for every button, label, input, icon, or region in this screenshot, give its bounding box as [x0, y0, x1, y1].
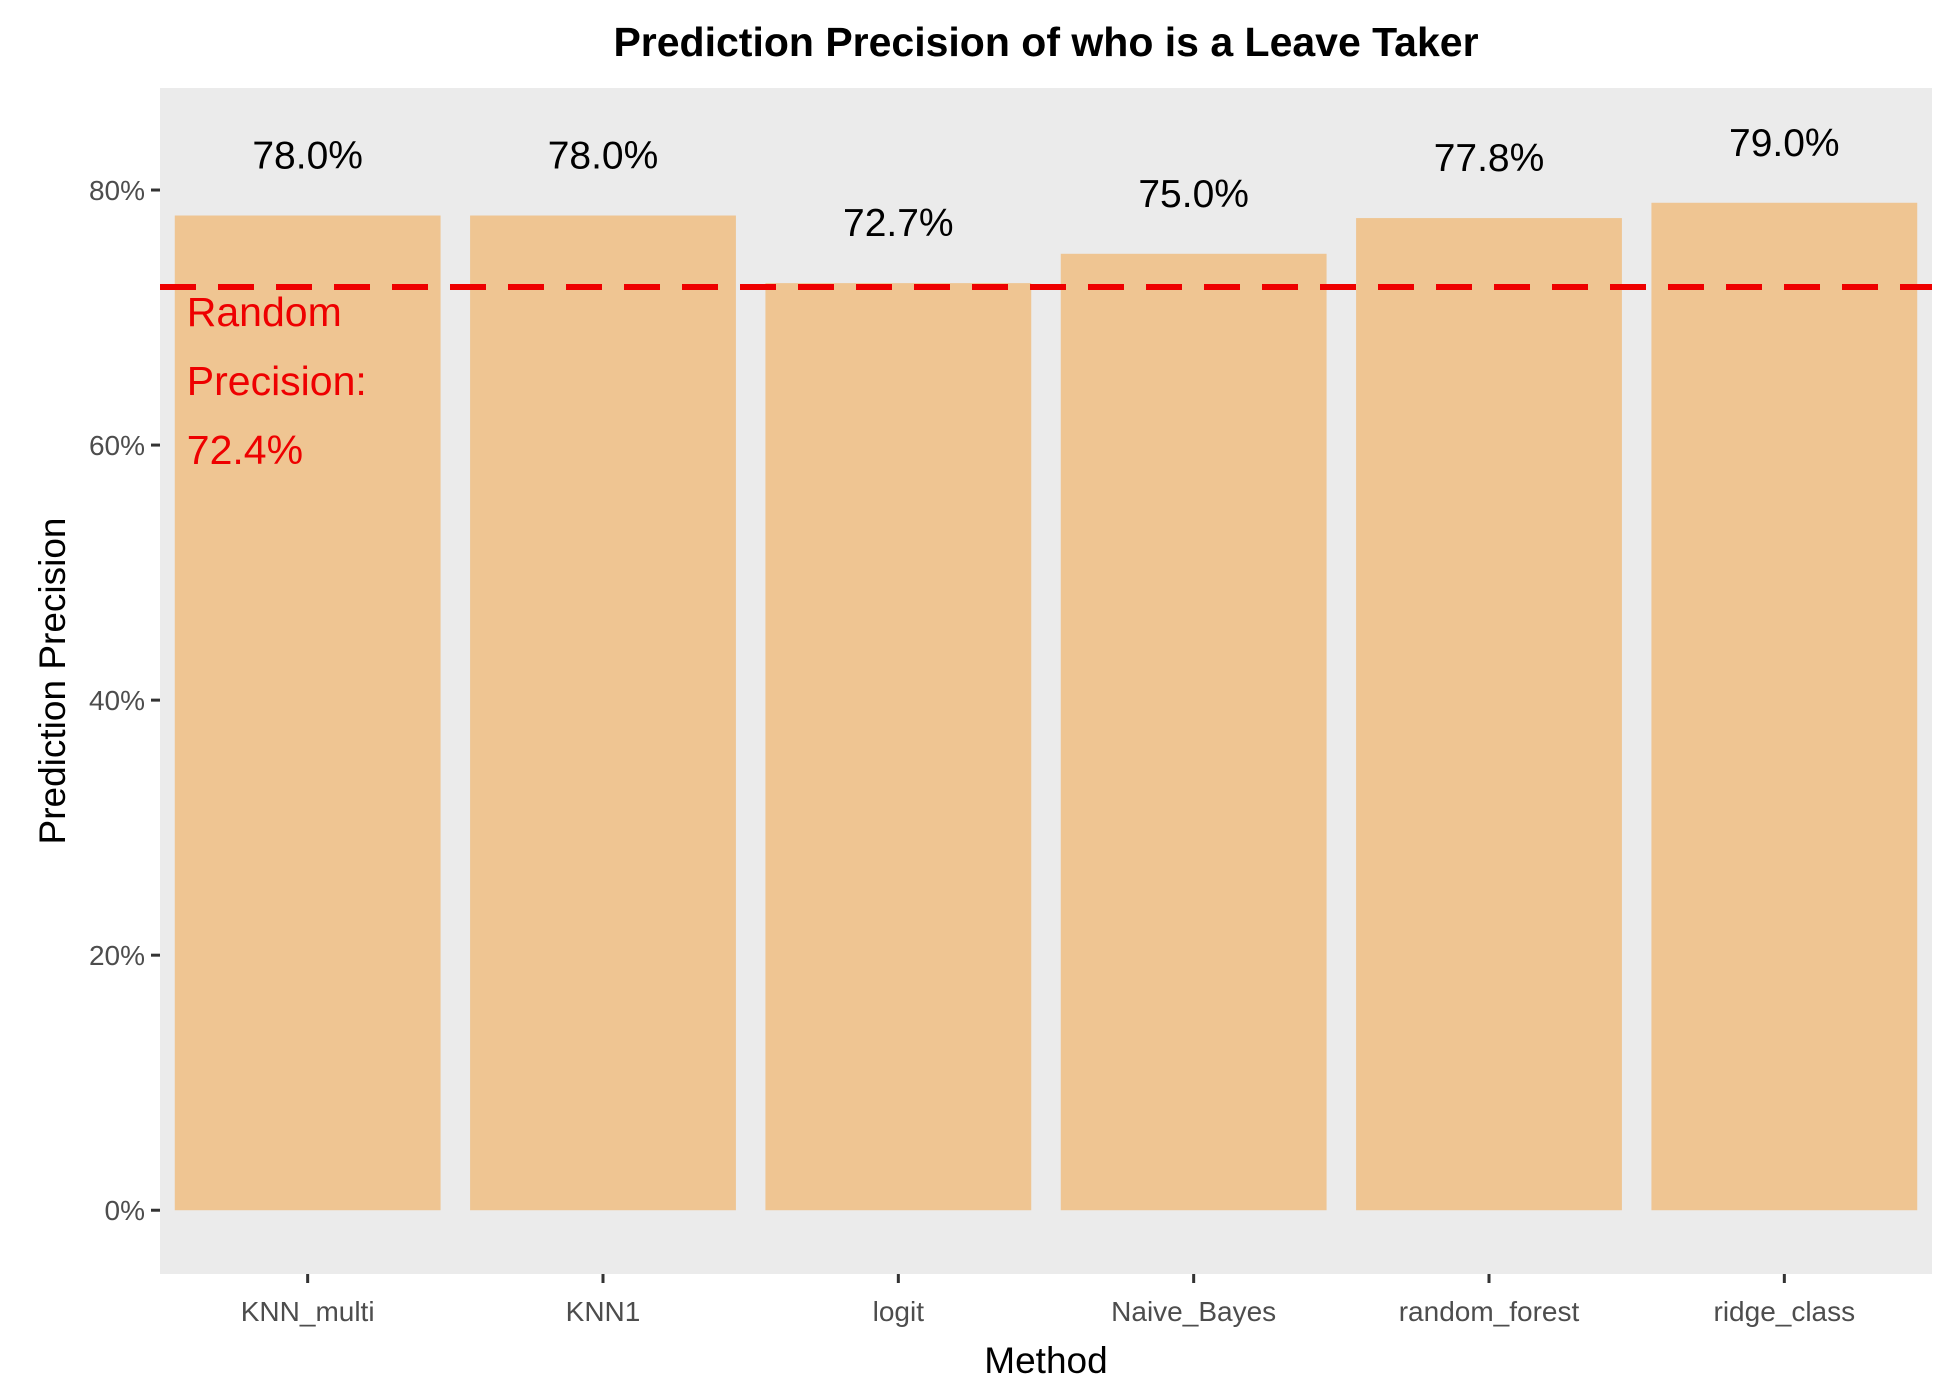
data-label: 78.0%	[548, 135, 659, 178]
data-label: 78.0%	[252, 135, 363, 178]
data-label: 75.0%	[1138, 173, 1249, 216]
y-tick-label: 0%	[105, 1195, 145, 1226]
x-tick-label: KNN_multi	[241, 1296, 375, 1327]
reference-layer: Random Precision: 72.4%	[160, 283, 1932, 473]
random-precision-label-line: 72.4%	[187, 427, 303, 473]
data-label: 72.7%	[843, 202, 954, 245]
x-tick-label: logit	[873, 1296, 925, 1327]
y-tick-label: 80%	[89, 175, 145, 206]
x-axis-title: Method	[984, 1340, 1107, 1381]
bar-ridge_class	[1651, 202, 1918, 1211]
y-tick-label: 40%	[89, 685, 145, 716]
random-precision-label-line: Precision:	[187, 358, 367, 404]
data-labels-layer: 78.0% 78.0% 72.7% 75.0% 77.8% 79.0%	[252, 122, 1839, 245]
random-precision-label-line: Random	[187, 289, 342, 335]
bar-Naive_Bayes	[1060, 253, 1327, 1211]
data-label: 77.8%	[1434, 137, 1545, 180]
y-axis-title: Prediction Precision	[32, 518, 73, 845]
bars-layer	[174, 202, 1918, 1211]
chart-title: Prediction Precision of who is a Leave T…	[613, 19, 1478, 65]
bar-random_forest	[1356, 218, 1622, 1211]
x-tick-label: ridge_class	[1714, 1296, 1856, 1327]
bar-KNN1	[470, 215, 736, 1211]
data-label: 79.0%	[1729, 122, 1840, 165]
x-tick-label: random_forest	[1399, 1296, 1580, 1327]
bar-KNN_multi	[174, 215, 441, 1211]
x-tick-label: Naive_Bayes	[1111, 1296, 1276, 1327]
ticks-layer: 0% 20% 40% 60% 80% KNN_multi KNN1 logit Naive_Ba…	[89, 175, 1855, 1327]
y-tick-label: 20%	[89, 940, 145, 971]
y-tick-label: 60%	[89, 430, 145, 461]
x-tick-label: KNN1	[566, 1296, 641, 1327]
bar-logit	[765, 283, 1032, 1211]
